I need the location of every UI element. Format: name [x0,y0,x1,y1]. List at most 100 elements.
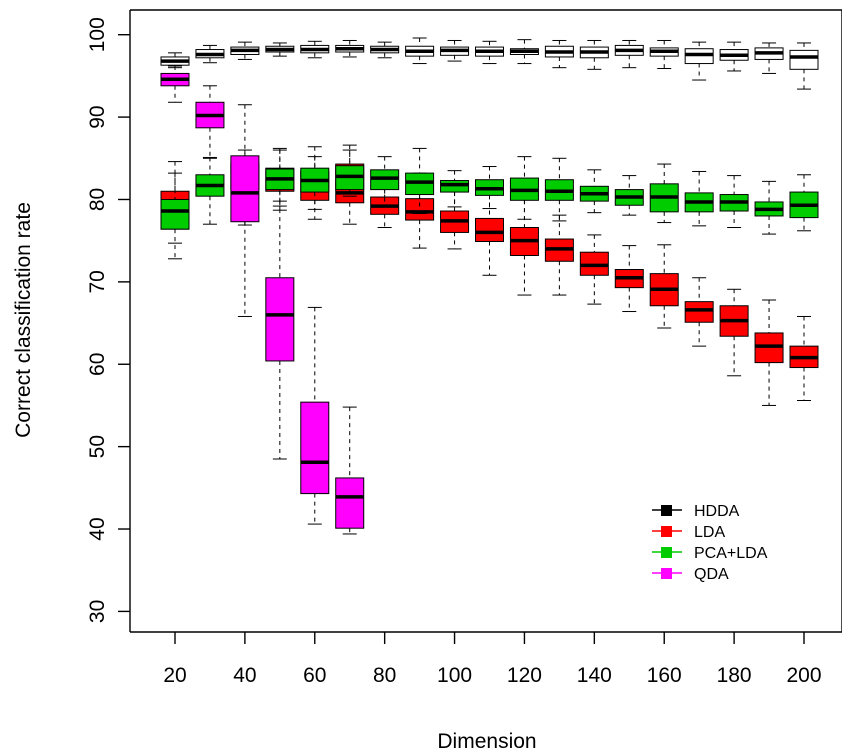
box-lda [509,191,539,296]
box-hdda [370,41,400,59]
box-hdda [509,39,539,65]
legend-label: QDA [694,566,729,583]
box-lda [684,277,714,347]
box-hdda [300,40,330,59]
box-pca-lda [160,172,190,244]
legend-item: PCA+LDA [652,545,768,562]
box-pca-lda [544,157,574,222]
x-ticks: 20 40 60 80 100 120 140 160 180 200 [163,632,822,687]
box-hdda [614,39,644,69]
series-hdda [160,37,819,90]
legend-item: HDDA [652,503,740,520]
box-pca-lda [370,156,400,208]
legend: HDDA LDA PCA+LDA QDA [652,503,768,583]
boxes-layer [160,37,819,535]
box-qda [195,85,225,159]
plot-frame-top-right [130,9,842,632]
box-pca-lda [789,174,819,232]
box-pca-lda [195,156,225,225]
box-pca-lda [475,166,504,210]
box-qda [335,406,365,535]
y-tick-label: 40 [86,517,109,540]
box-lda [649,244,679,329]
y-tick-label: 80 [86,188,109,211]
x-tick-label: 80 [373,664,396,687]
x-tick-label: 100 [437,664,472,687]
y-tick-label: 100 [86,17,109,52]
iqr-box [230,155,260,223]
box-lda [440,190,470,250]
box-hdda [789,42,819,90]
x-tick-label: 160 [647,664,682,687]
iqr-box [789,49,819,70]
iqr-box [335,477,365,529]
iqr-box [684,301,714,323]
y-tick-label: 90 [86,105,109,128]
legend-label: PCA+LDA [694,545,768,562]
box-qda [265,200,295,460]
box-hdda [579,39,609,70]
box-lda [719,288,749,377]
box-pca-lda [614,175,644,216]
box-pca-lda [754,180,784,235]
x-tick-label: 20 [163,664,186,687]
legend-swatch [661,547,672,558]
legend-item: LDA [652,524,725,541]
iqr-box [160,198,190,230]
series-qda [160,65,365,535]
legend-swatch [661,526,672,537]
iqr-box [300,401,330,495]
box-hdda [405,37,435,65]
x-tick-label: 120 [507,664,542,687]
x-tick-label: 60 [303,664,326,687]
box-lda [579,234,609,305]
box-hdda [544,39,574,69]
series-pca-lda [160,147,819,244]
x-tick-label: 140 [577,664,612,687]
box-pca-lda [719,175,749,228]
box-qda [230,104,260,317]
box-hdda [475,40,504,65]
legend-label: HDDA [694,503,740,520]
x-tick-label: 180 [717,664,752,687]
box-lda [789,315,819,402]
x-tick-label: 200 [786,664,821,687]
y-tick-label: 30 [86,600,109,623]
y-tick-label: 60 [86,353,109,376]
box-pca-lda [509,156,539,220]
box-hdda [160,52,190,69]
box-lda [754,299,784,406]
legend-swatch [661,568,672,579]
box-pca-lda [335,149,365,197]
box-hdda [265,42,295,57]
box-lda [614,245,644,313]
box-pca-lda [440,170,470,208]
x-axis-title: Dimension [437,730,536,751]
iqr-box [475,217,504,242]
box-pca-lda [649,163,679,224]
x-tick-label: 40 [233,664,256,687]
y-ticks: 30 40 50 60 70 80 90 100 [86,17,130,623]
y-tick-label: 70 [86,270,109,293]
box-hdda [440,39,470,62]
box-qda [160,65,190,103]
iqr-box [405,198,435,221]
box-pca-lda [579,169,609,214]
box-pca-lda [684,170,714,227]
legend-swatch [661,505,672,516]
box-qda [300,306,330,525]
box-pca-lda [300,156,330,210]
box-hdda [754,42,784,74]
iqr-box [265,277,295,362]
box-lda [544,214,574,296]
box-hdda [649,39,679,69]
legend-label: LDA [694,524,725,541]
box-hdda [195,44,225,64]
box-hdda [335,39,365,58]
box-hdda [684,41,714,81]
y-axis-title: Correct classification rate [12,202,35,438]
box-pca-lda [405,147,435,214]
legend-item: QDA [652,566,729,583]
y-tick-label: 50 [86,435,109,458]
